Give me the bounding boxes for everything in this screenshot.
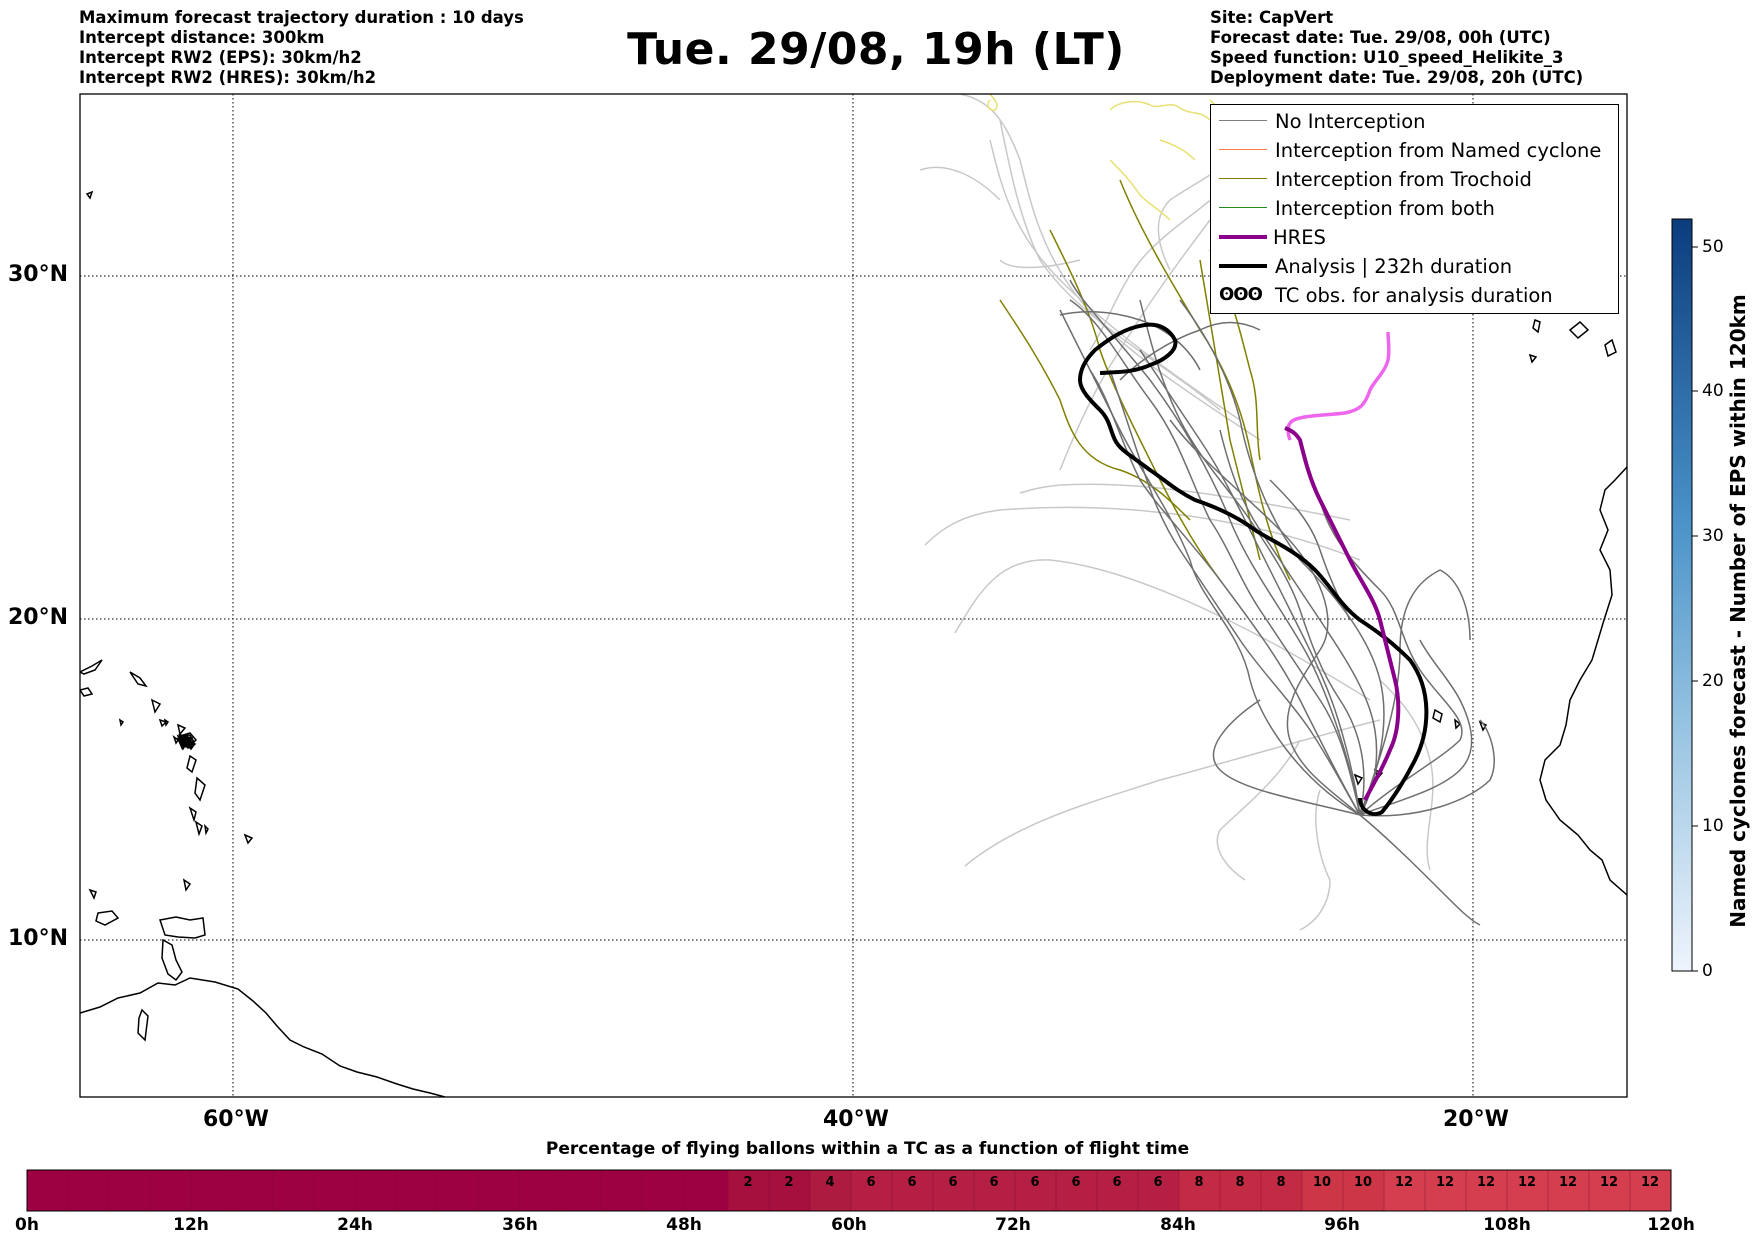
hres-track [1284,426,1401,801]
map-frame [79,93,1628,1098]
header-right-line: Deployment date: Tue. 29/08, 20h (UTC) [1210,68,1584,87]
legend-swatch [1219,149,1267,150]
header-left-line: Intercept RW2 (EPS): 30km/h2 [79,48,362,67]
cell-value: 12 [1558,1175,1578,1190]
legend-label: Interception from Named cyclone [1275,139,1602,162]
cell-value: 6 [1112,1175,1122,1190]
cell-value: 8 [1194,1175,1204,1190]
legend-swatch [1219,120,1267,121]
tc-symbol-icon: ʘʘʘ [1219,284,1263,305]
legend-label: Interception from both [1275,197,1495,220]
cell-value: 12 [1517,1175,1537,1190]
cell-value: 6 [1030,1175,1040,1190]
legend-item: Interception from Trochoid [1211,165,1618,193]
hres-late-track [1286,331,1391,441]
legend-swatch [1219,207,1267,208]
map-legend: No Interception Interception from Named … [1210,104,1619,314]
colorbar-tick: 0 [1702,961,1713,981]
lon-label-60w: 60°W [203,1107,269,1132]
hour-tick: 108h [1483,1215,1531,1235]
legend-label: No Interception [1275,110,1426,133]
header-left-line: Intercept RW2 (HRES): 30km/h2 [79,68,377,87]
percentage-bar [26,1169,1672,1212]
hour-tick: 96h [1324,1215,1360,1235]
cell-value: 2 [743,1175,753,1190]
hour-tick: 120h [1647,1215,1695,1235]
cell-value: 12 [1599,1175,1619,1190]
header-left-line: Intercept distance: 300km [79,28,325,47]
colorbar-tick: 40 [1702,381,1724,401]
cell-value: 6 [1071,1175,1081,1190]
hour-tick: 24h [337,1215,373,1235]
colorbar-tick: 20 [1702,671,1724,691]
page-title: Tue. 29/08, 19h (LT) [627,24,1125,75]
legend-item: Interception from both [1211,194,1618,222]
trochoid-yellow-traces [987,94,1246,221]
hour-tick: 60h [831,1215,867,1235]
header-left-line: Maximum forecast trajectory duration : 1… [79,8,524,27]
cell-value: 12 [1435,1175,1455,1190]
legend-swatch [1219,264,1267,268]
cell-value: 2 [784,1175,794,1190]
lat-label-30n: 30°N [8,262,69,287]
legend-swatch [1219,235,1267,239]
cell-value: 6 [907,1175,917,1190]
legend-label: Analysis | 232h duration [1275,255,1513,278]
hour-tick: 36h [502,1215,538,1235]
header-right-line: Site: CapVert [1210,8,1334,27]
legend-item: ʘʘʘ TC obs. for analysis duration [1211,281,1618,309]
cell-value: 6 [948,1175,958,1190]
cyclone-colorbar [1671,218,1698,972]
legend-item: Interception from Named cyclone [1211,136,1618,164]
hour-tick: 12h [173,1215,209,1235]
cell-value: 12 [1394,1175,1414,1190]
colorbar-tick: 50 [1702,237,1724,257]
hour-tick: 84h [1160,1215,1196,1235]
legend-item: HRES [1211,223,1618,251]
legend-item: No Interception [1211,107,1618,135]
cell-value: 8 [1235,1175,1245,1190]
legend-swatch [1219,178,1267,179]
hour-tick: 0h [15,1215,39,1235]
cell-value: 12 [1476,1175,1496,1190]
hour-tick: 72h [995,1215,1031,1235]
lat-label-10n: 10°N [8,926,69,951]
lat-label-20n: 20°N [8,605,69,630]
header-left: Maximum forecast trajectory duration : 1… [79,8,524,88]
legend-label: TC obs. for analysis duration [1275,284,1553,307]
colorbar-title: Named cyclones forecast - Number of EPS … [1726,294,1750,928]
no-interception-trajectories [1059,279,1495,926]
legend-label: HRES [1273,226,1326,249]
header-right-line: Speed function: U10_speed_Helikite_3 [1210,48,1564,67]
cell-value: 10 [1312,1175,1332,1190]
cell-value: 6 [1153,1175,1163,1190]
header-right-line: Forecast date: Tue. 29/08, 00h (UTC) [1210,28,1551,47]
colorbar-tick: 30 [1702,526,1724,546]
bottom-bar-title: Percentage of flying ballons within a TC… [545,1139,1190,1159]
cell-value: 8 [1276,1175,1286,1190]
header-right: Site: CapVert Forecast date: Tue. 29/08,… [1210,8,1583,88]
legend-item: Analysis | 232h duration [1211,252,1618,280]
cell-value: 6 [866,1175,876,1190]
legend-label: Interception from Trochoid [1275,168,1532,191]
analysis-track [1077,322,1429,817]
cell-value: 4 [825,1175,835,1190]
colorbar-tick: 10 [1702,816,1724,836]
cell-value: 12 [1640,1175,1660,1190]
cell-value: 10 [1353,1175,1373,1190]
lon-label-20w: 20°W [1443,1107,1509,1132]
hour-tick: 48h [666,1215,702,1235]
lon-label-40w: 40°W [823,1107,889,1132]
cell-value: 6 [989,1175,999,1190]
